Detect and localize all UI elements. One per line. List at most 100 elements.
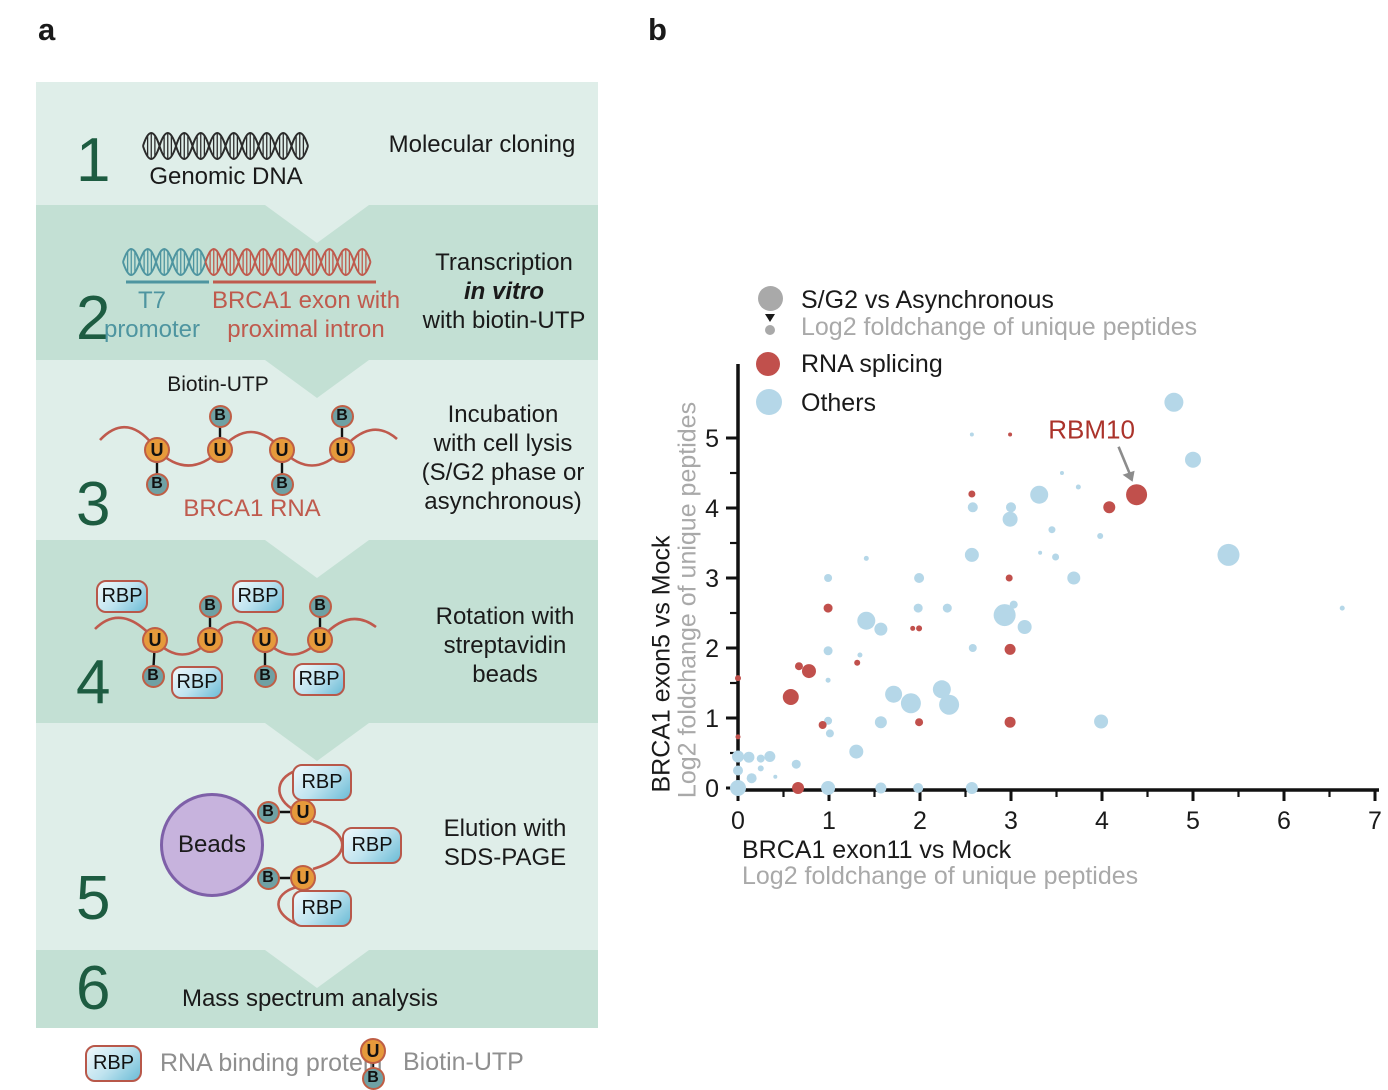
x-tick-label: 3 <box>1004 807 1018 835</box>
scatter-point <box>733 765 743 776</box>
biotin-circle: B <box>253 664 277 688</box>
scatter-point <box>1006 502 1016 513</box>
scatter-point <box>1052 553 1060 561</box>
x-tick-label: 1 <box>822 807 836 835</box>
step3-title-line3: (S/G2 phase or <box>421 459 585 486</box>
scatter-point <box>1126 484 1148 506</box>
panel-a-label: a <box>38 12 56 47</box>
y-tick-label: 4 <box>705 495 719 523</box>
scatter-point <box>757 765 764 772</box>
scatter-point <box>782 689 799 705</box>
scatter-point <box>1004 643 1016 655</box>
protocol-diagram: 1 2 3 4 5 6 Genomic DNA Molecular clonin… <box>36 82 598 1028</box>
x-tick-label: 4 <box>1095 807 1109 835</box>
scatter-point <box>967 502 978 513</box>
x-tick-label: 2 <box>913 807 927 835</box>
step5-title-line2: SDS-PAGE <box>443 844 567 871</box>
step6-band <box>36 950 598 1028</box>
size-legend-triangle-icon <box>765 314 775 322</box>
step3-title-line1: Incubation <box>447 401 559 428</box>
scatter-point <box>756 754 765 763</box>
uracil-circle: U <box>252 627 278 653</box>
scatter-point <box>874 716 887 729</box>
rbp-box: RBP <box>232 579 284 613</box>
step4-title-line3: beads <box>472 661 538 688</box>
scatter-point <box>916 625 923 632</box>
rna-splicing-legend-swatch <box>756 352 780 376</box>
scatter-point <box>746 773 757 784</box>
uracil-circle: U <box>307 627 333 653</box>
step1-number: 1 <box>76 126 111 195</box>
x-axis-title: BRCA1 exon11 vs Mock <box>742 836 1012 864</box>
scatter-point <box>875 782 887 794</box>
step5-title: Elution with SDS-PAGE <box>405 814 605 872</box>
biotin-circle: B <box>198 594 222 618</box>
step1-band <box>36 82 598 205</box>
scatter-point <box>863 555 869 561</box>
brca1-label-line2: proximal intron <box>227 316 385 343</box>
rbp-box: RBP <box>293 662 345 696</box>
rna-splicing-legend-label: RNA splicing <box>801 350 943 378</box>
uracil-circle: U <box>290 799 316 825</box>
step2-title: Transcription in vitro with biotin-UTP <box>404 248 604 335</box>
x-axis-subtitle: Log2 foldchange of unique peptides <box>742 862 1139 890</box>
biotin-circle: B <box>270 472 294 496</box>
scatter-point <box>764 751 776 762</box>
chevron-down-icon <box>265 205 369 243</box>
scatter-point <box>854 659 861 666</box>
scatter-point <box>1048 526 1056 534</box>
step4-number: 4 <box>76 648 111 717</box>
brca1-label-line1: BRCA1 exon with <box>211 287 401 314</box>
t7-promoter-label: T7 promoter <box>82 286 222 344</box>
scatter-point <box>913 603 923 613</box>
size-legend-large-circle <box>758 286 783 311</box>
chevron-down-icon <box>265 723 369 761</box>
step6-title: Mass spectrum analysis <box>181 985 439 1012</box>
biotin-utp-label: Biotin-UTP <box>167 373 269 396</box>
scatter-point <box>1038 550 1043 555</box>
scatter-point <box>1103 501 1116 514</box>
step4-title: Rotation with streptavidin beads <box>405 602 605 689</box>
scatter-point <box>743 751 755 763</box>
scatter-point <box>824 716 833 725</box>
scatter-point <box>965 782 978 794</box>
biotin-circle: B <box>361 1066 385 1090</box>
biotin-circle: B <box>208 404 232 428</box>
scatter-point <box>932 680 951 699</box>
scatter-point <box>885 685 903 703</box>
scatter-point <box>874 622 888 636</box>
scatter-point <box>823 646 833 656</box>
annotation-arrow <box>1117 446 1132 477</box>
scatter-point <box>939 694 960 715</box>
genomic-dna-caption: Genomic DNA <box>149 163 303 190</box>
rbp-box: RBP <box>292 763 352 801</box>
y-tick-label: 3 <box>705 565 719 593</box>
scatter-point <box>792 782 805 794</box>
step4-title-line1: Rotation with <box>435 603 575 630</box>
scatter-point <box>825 677 831 683</box>
scatter-point <box>1164 392 1184 412</box>
x-tick-label: 7 <box>1368 807 1382 835</box>
scatter-point <box>1002 511 1018 527</box>
scatter-point <box>1004 716 1016 728</box>
step6-number: 6 <box>76 954 111 1023</box>
x-tick-label: 6 <box>1277 807 1291 835</box>
scatter-point <box>1217 543 1240 566</box>
scatter-point <box>857 611 876 630</box>
step1-title: Molecular cloning <box>388 131 576 158</box>
uracil-circle: U <box>144 437 170 463</box>
scatter-point <box>773 774 778 779</box>
scatter-point <box>735 734 741 740</box>
size-legend-title: S/G2 vs Asynchronous <box>801 286 1054 314</box>
y-axis-title: BRCA1 exon5 vs Mock <box>647 535 676 793</box>
scatter-point <box>1094 714 1109 729</box>
rbp-box: RBP <box>342 826 402 864</box>
scatter-point <box>910 625 916 631</box>
biotin-circle: B <box>141 664 165 688</box>
chevron-down-icon <box>265 540 369 578</box>
step3-title-line4: asynchronous) <box>424 488 582 515</box>
chevron-down-icon <box>265 950 369 988</box>
y-axis-subtitle: Log2 foldchange of unique peptides <box>673 401 702 799</box>
streptavidin-bead: Beads <box>160 793 264 897</box>
step3-title-line2: with cell lysis <box>433 430 573 457</box>
